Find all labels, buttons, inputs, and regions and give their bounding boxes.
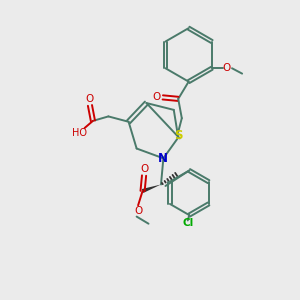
Text: HO: HO xyxy=(72,128,87,138)
Text: N: N xyxy=(158,152,168,165)
Polygon shape xyxy=(142,184,161,193)
Text: O: O xyxy=(152,92,160,102)
Text: O: O xyxy=(134,206,142,216)
Text: O: O xyxy=(223,63,231,73)
Text: O: O xyxy=(140,164,148,174)
Text: O: O xyxy=(86,94,94,104)
Text: S: S xyxy=(174,129,182,142)
Text: Cl: Cl xyxy=(182,218,194,228)
